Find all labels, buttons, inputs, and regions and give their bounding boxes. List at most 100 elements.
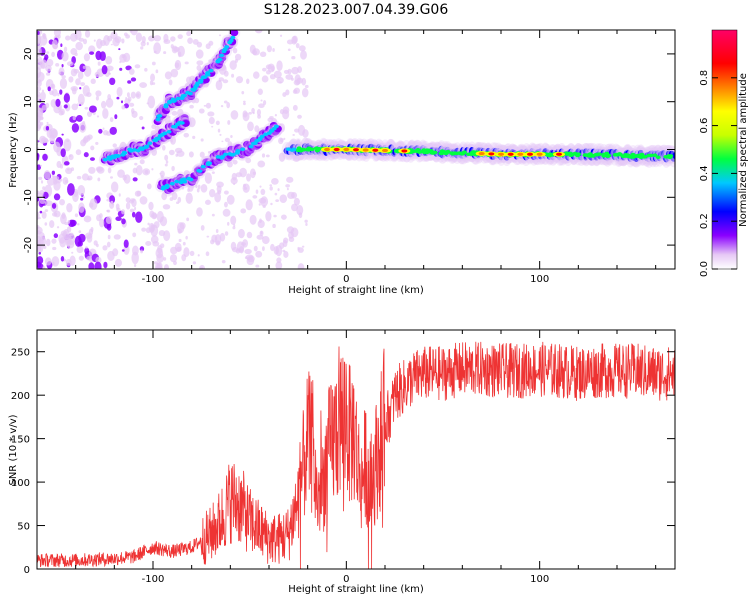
spectrogram-noise-blob [125, 202, 131, 210]
spectrogram-noise-blob [231, 247, 239, 253]
spectrogram-noise-blob [257, 160, 266, 168]
snr-y-tick-label: 200 [11, 391, 30, 402]
spectrogram-ridge-peak [196, 168, 202, 173]
spectrogram-ridge-peak [567, 151, 573, 156]
spectrogram-noise-blob [304, 219, 308, 223]
spectrogram-noise-blob [196, 64, 202, 71]
spectrogram-noise-blob [61, 212, 66, 220]
spectrogram-noise-blob [298, 45, 306, 52]
spectrogram-noise-blob [123, 32, 128, 37]
spectrogram-ridge-core [672, 152, 675, 160]
spectrogram-noise-blob [247, 255, 255, 262]
spectrogram-ridge-peak [219, 53, 225, 58]
spectrogram-noise-blob [37, 217, 41, 220]
spectrogram-noise-blob [121, 209, 126, 215]
spectrogram-noise-blob [205, 43, 211, 50]
spectrogram-noise-blob [163, 257, 167, 261]
spectrogram-noise-blob [102, 127, 105, 131]
spectrogram-noise-blob [103, 129, 109, 136]
spectrogram-noise-blob [70, 219, 77, 227]
spectrogram-noise-blob [55, 98, 61, 107]
spectrogram-noise-blob [105, 65, 114, 72]
spectrogram-ridge-peak [240, 147, 246, 152]
spectrogram-noise-blob [296, 204, 304, 216]
spectrogram-noise-blob [131, 211, 136, 218]
spectrogram-noise-blob [127, 96, 132, 102]
spectrogram-noise-blob [38, 176, 43, 180]
spectrogram-noise-blob [215, 240, 221, 246]
spectrogram-noise-blob [155, 69, 159, 74]
spectrogram-noise-blob [168, 79, 173, 86]
spectrogram-noise-blob [80, 82, 86, 87]
spectrogram-noise-blob [37, 201, 40, 206]
spectrogram-noise-blob [41, 104, 48, 111]
spectrogram-noise-blob [37, 153, 40, 161]
spectrogram-noise-blob [97, 177, 101, 182]
spectrogram-noise-blob [115, 203, 120, 210]
spectrogram-noise-blob [235, 76, 244, 84]
spectrogram-hot-core [382, 148, 388, 153]
spectrogram-noise-blob [176, 201, 180, 205]
colorbar-tick-label: 0.4 [699, 165, 710, 181]
spectrogram-noise-blob [139, 159, 145, 165]
spectrogram-noise-blob [171, 110, 178, 116]
spectrogram-noise-blob [175, 153, 179, 157]
spectrogram-ridge-peak [175, 96, 181, 101]
spectrogram-noise-blob [70, 48, 78, 56]
spectrogram-noise-blob [286, 39, 294, 45]
spectrogram-noise-blob [262, 67, 267, 72]
spectrogram-noise-blob [46, 121, 49, 124]
spectrogram-noise-blob [52, 212, 58, 217]
spectrogram-noise-blob [211, 213, 215, 217]
snr-x-axis-label: Height of straight line (km) [288, 584, 424, 595]
spectrogram-noise-blob [286, 176, 294, 183]
spectrogram-noise-blob [114, 114, 118, 120]
spectrogram-noise-blob [41, 89, 45, 92]
spectrogram-noise-blob [103, 34, 110, 47]
spectrogram-noise-blob [272, 48, 275, 52]
spectrogram-noise-blob [86, 233, 93, 243]
spectrogram-noise-blob [78, 122, 87, 133]
spectrogram-ridge-peak [195, 81, 201, 86]
spectrogram-ridge-peak [547, 152, 553, 156]
spectrogram-noise-blob [115, 216, 122, 221]
spectrogram-noise-blob [208, 188, 216, 198]
spectrogram-noise-blob [165, 160, 169, 164]
spectrogram-noise-blob [40, 91, 46, 101]
spectrogram-noise-blob [119, 53, 127, 63]
spectrogram-noise-blob [233, 224, 236, 227]
spectrogram-noise-blob [37, 61, 43, 71]
spectrogram-noise-blob [131, 251, 139, 265]
spectrogram-noise-blob [131, 108, 135, 115]
spectrogram-noise-blob [63, 104, 68, 109]
spectrogram-noise-blob [39, 164, 43, 167]
spectrogram-noise-blob [37, 225, 40, 230]
spectrogram-noise-blob [72, 115, 76, 121]
spectrogram-noise-blob [60, 148, 66, 158]
spectrogram-y-tick-label: -20 [23, 237, 34, 253]
spectrogram-noise-blob [256, 234, 264, 240]
spectrogram-noise-blob [121, 249, 125, 252]
spectrogram-noise-blob [285, 74, 294, 80]
spectrogram-noise-blob [73, 69, 80, 74]
spectrogram-noise-blob [132, 177, 138, 182]
spectrogram-noise-blob [46, 177, 55, 186]
spectrogram-noise-blob [203, 104, 207, 107]
spectrogram-noise-blob [245, 157, 252, 164]
spectrogram-noise-blob [78, 104, 82, 106]
spectrogram-noise-blob [197, 184, 201, 190]
spectrogram-noise-blob [123, 239, 129, 248]
spectrogram-noise-blob [260, 188, 266, 196]
spectrogram-noise-blob [304, 84, 309, 89]
spectrogram-noise-blob [205, 251, 210, 257]
spectrogram-noise-blob [278, 152, 286, 162]
spectrogram-noise-blob [162, 145, 166, 151]
spectrogram-hot-core [401, 149, 408, 153]
spectrogram-noise-blob [112, 143, 117, 148]
spectrogram-noise-blob [51, 256, 60, 267]
spectrogram-noise-blob [269, 186, 273, 191]
spectrogram-ridge-peak [215, 155, 221, 159]
spectrogram-noise-blob [184, 61, 189, 65]
spectrogram-noise-blob [260, 196, 269, 207]
spectrogram-noise-blob [285, 89, 290, 96]
